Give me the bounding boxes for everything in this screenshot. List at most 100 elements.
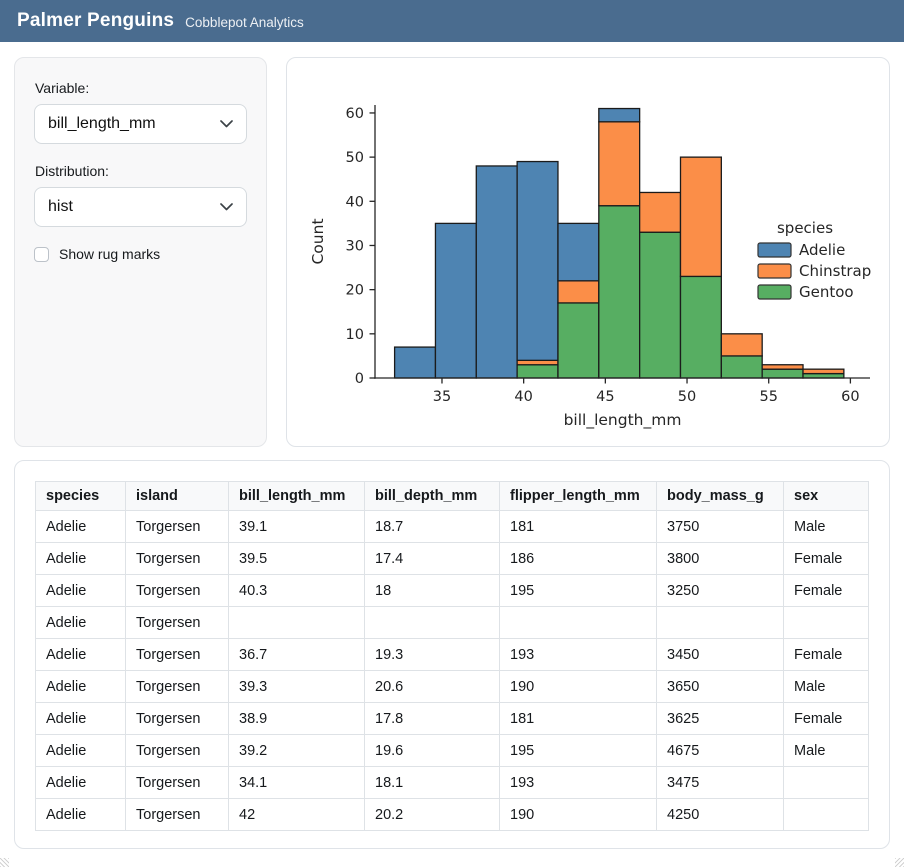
cell-sex [783, 766, 869, 799]
cell-flipper_length_mm [499, 606, 657, 639]
cell-island: Torgersen [125, 766, 229, 799]
svg-text:60: 60 [841, 389, 859, 405]
cell-flipper_length_mm: 181 [499, 510, 657, 543]
cell-body_mass_g [656, 606, 784, 639]
distribution-label: Distribution: [35, 163, 109, 179]
bar-segment-Gentoo [516, 364, 559, 379]
cell-bill_depth_mm: 19.3 [364, 638, 500, 671]
chevron-down-icon [220, 120, 233, 128]
distribution-select-value: hist [48, 198, 73, 215]
legend-swatch-Gentoo [757, 284, 792, 300]
cell-body_mass_g: 4250 [656, 798, 784, 831]
cell-bill_length_mm: 39.1 [228, 510, 365, 543]
bar-segment-Gentoo [720, 355, 763, 379]
table-row: Adelie Torgersen 39.2 19.6 195 4675 Male [35, 734, 869, 767]
svg-text:55: 55 [759, 389, 777, 405]
table-header-row: species island bill_length_mm bill_depth_mm… [35, 481, 869, 511]
table-row: Adelie Torgersen 40.3 18 195 3250 Female [35, 574, 869, 607]
bar-segment-Adelie [598, 107, 641, 123]
cell-bill_length_mm: 42 [228, 798, 365, 831]
cell-island: Torgersen [125, 542, 229, 575]
distribution-select[interactable]: hist [34, 187, 247, 227]
cell-bill_length_mm: 39.2 [228, 734, 365, 767]
bar-segment-Chinstrap [639, 191, 682, 233]
table-row: Adelie Torgersen [35, 606, 869, 639]
cell-flipper_length_mm: 195 [499, 574, 657, 607]
bar-segment-Gentoo [598, 205, 641, 379]
cell-sex: Female [783, 542, 869, 575]
bar-segment-Adelie [393, 346, 437, 379]
cell-species: Adelie [35, 670, 126, 703]
table-body: Adelie Torgersen 39.1 18.7 181 3750 Male Adelie… [35, 510, 869, 831]
cell-body_mass_g: 3750 [656, 510, 784, 543]
cell-bill_depth_mm: 18.1 [364, 766, 500, 799]
variable-select[interactable]: bill_length_mm [34, 104, 247, 144]
x-axis-label: bill_length_mm [564, 411, 682, 430]
cell-species: Adelie [35, 542, 126, 575]
svg-text:0: 0 [355, 371, 364, 387]
cell-sex [783, 606, 869, 639]
cell-bill_depth_mm [364, 606, 500, 639]
histogram-card: 35 40 45 50 55 60 0 10 20 30 40 50 60 bill_length_mm C… [286, 57, 890, 447]
chevron-down-icon [220, 203, 233, 211]
legend-swatch-Chinstrap [757, 263, 792, 279]
rug-checkbox-label[interactable]: Show rug marks [59, 246, 161, 262]
cell-body_mass_g: 3650 [656, 670, 784, 703]
cell-sex: Female [783, 638, 869, 671]
cell-island: Torgersen [125, 574, 229, 607]
main-content: Variable: bill_length_mm Distribution: h… [0, 42, 904, 849]
table-row: Adelie Torgersen 34.1 18.1 193 3475 [35, 766, 869, 799]
bar-segment-Gentoo [557, 302, 600, 379]
cell-bill_depth_mm: 20.6 [364, 670, 500, 703]
table-row: Adelie Torgersen 36.7 19.3 193 3450 Female [35, 638, 869, 671]
bar-segment-Chinstrap [516, 359, 559, 366]
cell-bill_depth_mm: 17.8 [364, 702, 500, 735]
cell-sex: Female [783, 574, 869, 607]
cell-species: Adelie [35, 574, 126, 607]
app-subtitle: Cobblepot Analytics [185, 15, 304, 30]
cell-bill_length_mm: 38.9 [228, 702, 365, 735]
svg-text:40: 40 [514, 389, 532, 405]
cell-bill_depth_mm: 19.6 [364, 734, 500, 767]
cell-species: Adelie [35, 766, 126, 799]
column-header-bill_length_mm: bill_length_mm [228, 481, 365, 511]
cell-flipper_length_mm: 181 [499, 702, 657, 735]
cell-bill_length_mm: 40.3 [228, 574, 365, 607]
column-header-flipper_length_mm: flipper_length_mm [499, 481, 657, 511]
cell-bill_depth_mm: 17.4 [364, 542, 500, 575]
legend-label-Gentoo: Gentoo [799, 283, 854, 301]
cell-sex: Male [783, 734, 869, 767]
table-row: Adelie Torgersen 39.1 18.7 181 3750 Male [35, 510, 869, 543]
table-row: Adelie Torgersen 42 20.2 190 4250 [35, 798, 869, 831]
svg-text:30: 30 [346, 238, 364, 254]
bar-segment-Adelie [475, 165, 518, 379]
app-title: Palmer Penguins [17, 10, 175, 31]
cell-body_mass_g: 3625 [656, 702, 784, 735]
histogram-plot: 35 40 45 50 55 60 0 10 20 30 40 50 60 bill_length_mm C… [309, 105, 871, 430]
cell-flipper_length_mm: 193 [499, 766, 657, 799]
cell-island: Torgersen [125, 638, 229, 671]
cell-island: Torgersen [125, 734, 229, 767]
table-row: Adelie Torgersen 38.9 17.8 181 3625 Female [35, 702, 869, 735]
data-table-card: species island bill_length_mm bill_depth_mm… [14, 460, 890, 849]
cell-sex: Male [783, 510, 869, 543]
resize-grip-icon [0, 858, 9, 867]
cell-flipper_length_mm: 195 [499, 734, 657, 767]
rug-checkbox[interactable] [34, 246, 49, 262]
bar-segment-Gentoo [679, 275, 722, 379]
bar-segment-Chinstrap [557, 280, 600, 304]
cell-bill_length_mm: 39.3 [228, 670, 365, 703]
histogram-bars [393, 107, 845, 379]
cell-species: Adelie [35, 702, 126, 735]
cell-flipper_length_mm: 190 [499, 798, 657, 831]
top-row: Variable: bill_length_mm Distribution: h… [14, 57, 890, 447]
column-header-species: species [35, 481, 126, 511]
cell-island: Torgersen [125, 702, 229, 735]
bar-segment-Chinstrap [802, 368, 845, 375]
bar-segment-Chinstrap [720, 333, 763, 357]
column-header-island: island [125, 481, 229, 511]
bar-segment-Chinstrap [761, 364, 804, 370]
cell-sex [783, 798, 869, 831]
table-row: Adelie Torgersen 39.5 17.4 186 3800 Female [35, 542, 869, 575]
cell-body_mass_g: 3475 [656, 766, 784, 799]
